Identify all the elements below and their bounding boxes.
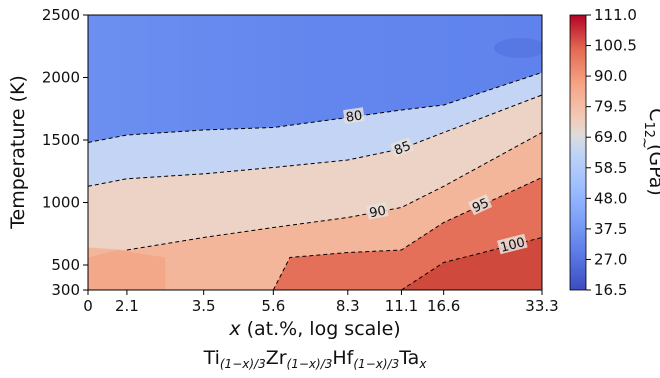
y-tick-label: 500: [51, 256, 80, 274]
colorbar-label: C12 (GPa): [641, 108, 660, 196]
contour-line-100: [401, 237, 542, 290]
colorbar-ticks: 111.0 100.5 90.0 79.5 69.0 58.5 48.0 37.5 27.0 16…: [586, 6, 637, 299]
x-tick-label: 3.5: [192, 297, 216, 315]
y-tick-label: 300: [51, 281, 80, 299]
colorbar-tick-label: 111.0: [594, 6, 637, 24]
composition-subscript: x: [418, 357, 427, 371]
x-axis-label: x (at.%, log scale): [228, 318, 400, 340]
composition-element: Ta: [398, 347, 419, 369]
colorbar-tick-label: 58.5: [594, 159, 627, 177]
x-tick-label: 5.6: [261, 297, 285, 315]
colorbar-label-tilde: ~: [636, 137, 652, 149]
contour-label-group-85: 85: [390, 137, 414, 159]
y-tick-label: 1500: [42, 131, 80, 149]
contour-label-group-95: 95: [468, 194, 493, 217]
composition-element: Ti: [203, 347, 220, 369]
colorbar-tick-label: 69.0: [594, 128, 627, 146]
x-axis-ticks: 0 2.1 3.5 5.6 8.3 11.1 16.6 33.3: [83, 290, 559, 315]
y-tick-label: 2500: [42, 6, 80, 24]
x-tick-label: 11.1: [385, 297, 418, 315]
composition-element: Hf: [332, 347, 354, 369]
low-value-pocket: [494, 38, 542, 58]
colorbar-tick-label: 100.5: [594, 37, 637, 55]
composition-label: Ti(1−x)/3Zr(1−x)/3Hf(1−x)/3Tax: [203, 347, 428, 371]
x-tick-label: 0: [83, 297, 93, 315]
colorbar-tick-label: 27.0: [594, 250, 627, 268]
filled-contour-bands: [88, 72, 542, 290]
contour-label-95: 95: [470, 196, 491, 217]
y-axis-ticks: 300 500 1000 1500 2000 2500: [42, 6, 88, 299]
y-tick-label: 1000: [42, 194, 80, 212]
plot-frame: [87, 14, 543, 291]
contour-line-95: [272, 177, 542, 290]
plot-area: 80 85 90 95 100: [88, 15, 542, 290]
contour-label-group-100: 100: [497, 233, 528, 256]
x-tick-label: 8.3: [336, 297, 360, 315]
contour-line-90: [126, 132, 542, 251]
x-tick-label: 33.3: [525, 297, 558, 315]
composition-subscript: (1−x)/3: [353, 357, 399, 371]
colorbar: [569, 14, 587, 291]
contour-label-80: 80: [345, 109, 363, 126]
contour-label-group-80: 80: [343, 107, 365, 126]
contour-label-90: 90: [368, 203, 387, 221]
contour-label-85: 85: [392, 139, 413, 159]
y-axis-label: Temperature (K): [7, 75, 29, 230]
contour-line-80: [88, 72, 542, 143]
colorbar-tick-label: 48.0: [594, 189, 627, 207]
colorbar-tick-label: 16.5: [594, 281, 627, 299]
colorbar-tick-label: 90.0: [594, 67, 627, 85]
contour-label-100: 100: [499, 235, 527, 256]
x-tick-label: 16.6: [427, 297, 460, 315]
y-tick-label: 2000: [42, 69, 80, 87]
colorbar-tick-label: 79.5: [594, 98, 627, 116]
low-temperature-patch: [88, 250, 166, 290]
contour-lines: 80 85 90 95 100: [88, 72, 542, 290]
composition-element: Zr: [266, 347, 287, 369]
x-tick-label: 2.1: [115, 297, 139, 315]
colorbar-tick-label: 37.5: [594, 220, 627, 238]
contour-line-85: [88, 94, 542, 187]
composition-subscript: (1−x)/3: [220, 357, 266, 371]
composition-subscript: (1−x)/3: [287, 357, 333, 371]
contour-label-group-90: 90: [366, 202, 389, 221]
